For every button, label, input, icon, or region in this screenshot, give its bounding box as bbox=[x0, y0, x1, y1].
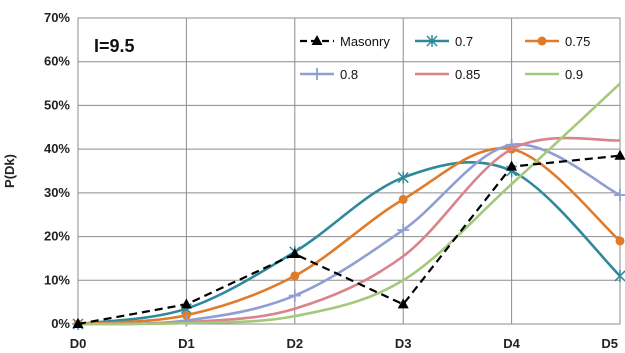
y-tick-label: 0% bbox=[51, 316, 70, 331]
legend-label: 0.8 bbox=[340, 67, 358, 82]
legend-marker bbox=[426, 35, 438, 47]
y-tick-label: 30% bbox=[44, 185, 70, 200]
data-point bbox=[290, 271, 300, 281]
data-point bbox=[398, 194, 408, 204]
legend-item: 0.85 bbox=[415, 67, 480, 82]
series-line bbox=[77, 143, 621, 326]
legend-marker bbox=[311, 68, 323, 80]
y-tick-label: 70% bbox=[44, 10, 70, 25]
y-axis-label: P(Dk) bbox=[2, 154, 17, 188]
legend-marker bbox=[537, 36, 547, 46]
legend-marker bbox=[311, 35, 323, 45]
data-point bbox=[72, 318, 84, 328]
series-0-8 bbox=[72, 138, 625, 330]
x-axis-ticks: D0 D1 D2 D3 D4 D5 bbox=[70, 336, 618, 351]
data-point bbox=[289, 248, 301, 259]
data-point bbox=[288, 289, 301, 302]
legend-item: 0.75 bbox=[525, 34, 590, 49]
series-line bbox=[77, 146, 621, 326]
data-point bbox=[614, 269, 625, 282]
legend-item: 0.9 bbox=[525, 67, 583, 82]
y-tick-label: 50% bbox=[44, 97, 70, 112]
series-line bbox=[77, 161, 621, 326]
x-tick-label: D0 bbox=[70, 336, 87, 351]
y-axis-ticks: 0% 10% 20% 30% 40% 50% 60% 70% bbox=[44, 10, 70, 331]
data-point bbox=[397, 171, 409, 184]
y-tick-label: 10% bbox=[44, 272, 70, 287]
x-tick-label: D2 bbox=[286, 336, 303, 351]
legend-label: 0.9 bbox=[565, 67, 583, 82]
data-point bbox=[397, 224, 410, 237]
legend-item: 0.8 bbox=[300, 67, 358, 82]
data-point bbox=[615, 236, 625, 246]
series-line bbox=[77, 154, 621, 326]
series-group bbox=[72, 82, 625, 330]
data-point bbox=[180, 314, 193, 327]
legend-item: 0.7 bbox=[415, 34, 473, 49]
data-point bbox=[397, 298, 409, 309]
y-tick-label: 60% bbox=[44, 54, 70, 69]
y-tick-label: 20% bbox=[44, 229, 70, 244]
legend-label: 0.85 bbox=[455, 67, 480, 82]
series-0-85 bbox=[77, 136, 621, 326]
data-point bbox=[180, 298, 192, 309]
legend: Masonry 0.7 0.75 0.8 0.85 0.9 bbox=[300, 34, 590, 82]
x-tick-label: D4 bbox=[503, 336, 520, 351]
series-masonry bbox=[72, 149, 625, 328]
x-tick-label: D3 bbox=[395, 336, 412, 351]
y-tick-label: 40% bbox=[44, 141, 70, 156]
chart-annotation: I=9.5 bbox=[94, 36, 135, 56]
legend-label: 0.75 bbox=[565, 34, 590, 49]
data-point bbox=[614, 189, 625, 202]
data-point bbox=[506, 160, 518, 171]
x-tick-label: D5 bbox=[601, 336, 618, 351]
legend-item: Masonry bbox=[300, 34, 390, 49]
legend-label: Masonry bbox=[340, 34, 390, 49]
data-point bbox=[614, 149, 625, 160]
x-tick-label: D1 bbox=[178, 336, 195, 351]
series-line bbox=[77, 136, 621, 326]
legend-label: 0.7 bbox=[455, 34, 473, 49]
